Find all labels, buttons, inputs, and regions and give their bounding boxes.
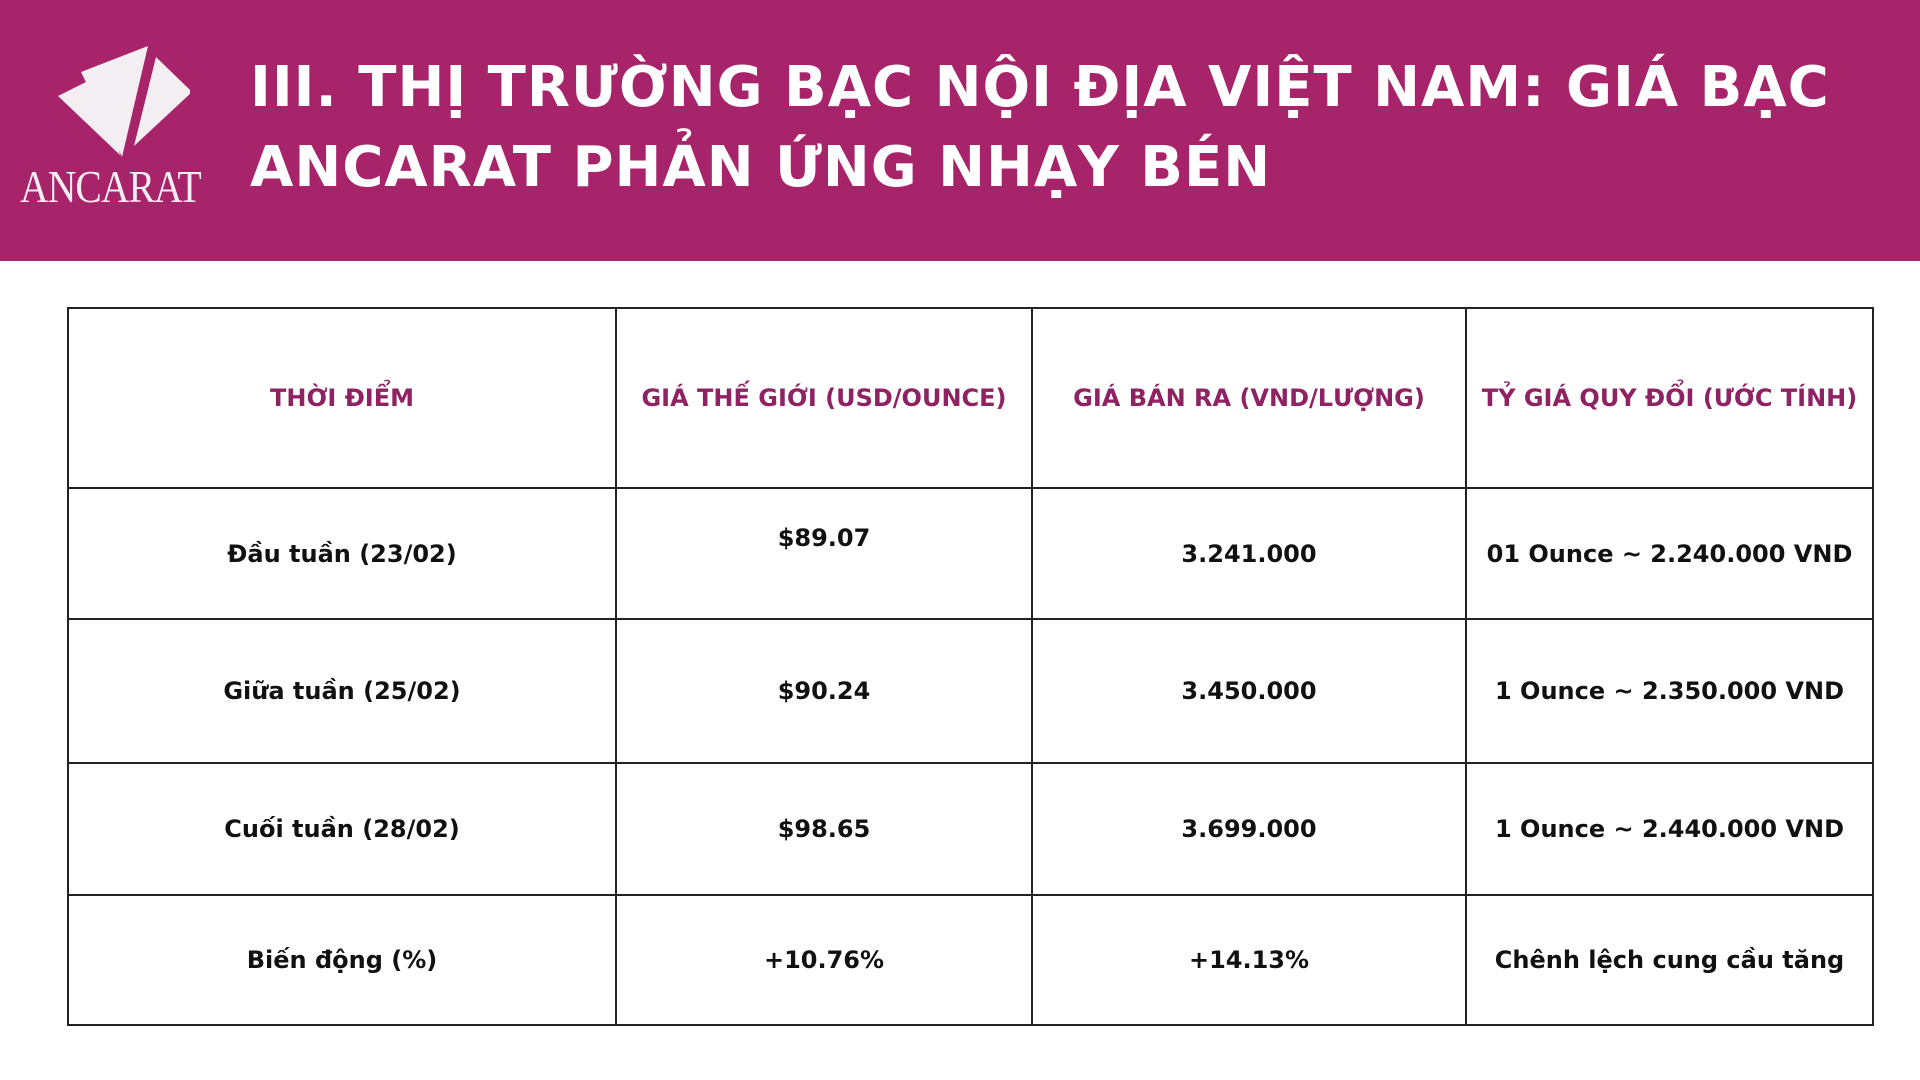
cell-sell-price: +14.13% <box>1031 894 1467 1026</box>
cell-sell-price: 3.450.000 <box>1031 618 1467 764</box>
ancarat-logo: ANCARAT <box>14 40 214 220</box>
cell-exchange-rate: 1 Ounce ~ 2.350.000 VND <box>1465 618 1874 764</box>
page-title: III. THỊ TRƯỜNG BẠC NỘI ĐỊA VIỆT NAM: GI… <box>250 55 1830 200</box>
cell-time: Cuối tuần (28/02) <box>67 762 617 896</box>
cell-time: Biến động (%) <box>67 894 617 1026</box>
column-header-time: THỜI ĐIỂM <box>67 307 617 489</box>
logo-text: ANCARAT <box>20 161 202 212</box>
table-row: Cuối tuần (28/02) $98.65 3.699.000 1 Oun… <box>67 762 1874 896</box>
cell-sell-price: 3.699.000 <box>1031 762 1467 896</box>
cell-exchange-rate: 01 Ounce ~ 2.240.000 VND <box>1465 487 1874 620</box>
column-header-sell-price: GIÁ BÁN RA (VND/LƯỢNG) <box>1031 307 1467 489</box>
cell-world-price: +10.76% <box>615 894 1033 1026</box>
cell-world-price: $98.65 <box>615 762 1033 896</box>
cell-world-price: $89.07 <box>615 487 1033 620</box>
column-header-world-price: GIÁ THẾ GIỚI (USD/OUNCE) <box>615 307 1033 489</box>
cell-time: Đầu tuần (23/02) <box>67 487 617 620</box>
header-banner: ANCARAT III. THỊ TRƯỜNG BẠC NỘI ĐỊA VIỆT… <box>0 0 1920 261</box>
table-row: Biến động (%) +10.76% +14.13% Chênh lệch… <box>67 894 1874 1026</box>
table-header-row: THỜI ĐIỂM GIÁ THẾ GIỚI (USD/OUNCE) GIÁ B… <box>67 307 1874 489</box>
cell-world-price: $90.24 <box>615 618 1033 764</box>
cell-exchange-rate: Chênh lệch cung cầu tăng <box>1465 894 1874 1026</box>
cell-exchange-rate: 1 Ounce ~ 2.440.000 VND <box>1465 762 1874 896</box>
silver-price-table: THỜI ĐIỂM GIÁ THẾ GIỚI (USD/OUNCE) GIÁ B… <box>67 307 1874 1026</box>
diamond-logo-icon <box>58 46 190 157</box>
table-row: Giữa tuần (25/02) $90.24 3.450.000 1 Oun… <box>67 618 1874 764</box>
cell-sell-price: 3.241.000 <box>1031 487 1467 620</box>
cell-time: Giữa tuần (25/02) <box>67 618 617 764</box>
column-header-exchange-rate: TỶ GIÁ QUY ĐỔI (ƯỚC TÍNH) <box>1465 307 1874 489</box>
cell-world-price-text: $89.07 <box>777 523 871 552</box>
table-row: Đầu tuần (23/02) $89.07 3.241.000 01 Oun… <box>67 487 1874 620</box>
